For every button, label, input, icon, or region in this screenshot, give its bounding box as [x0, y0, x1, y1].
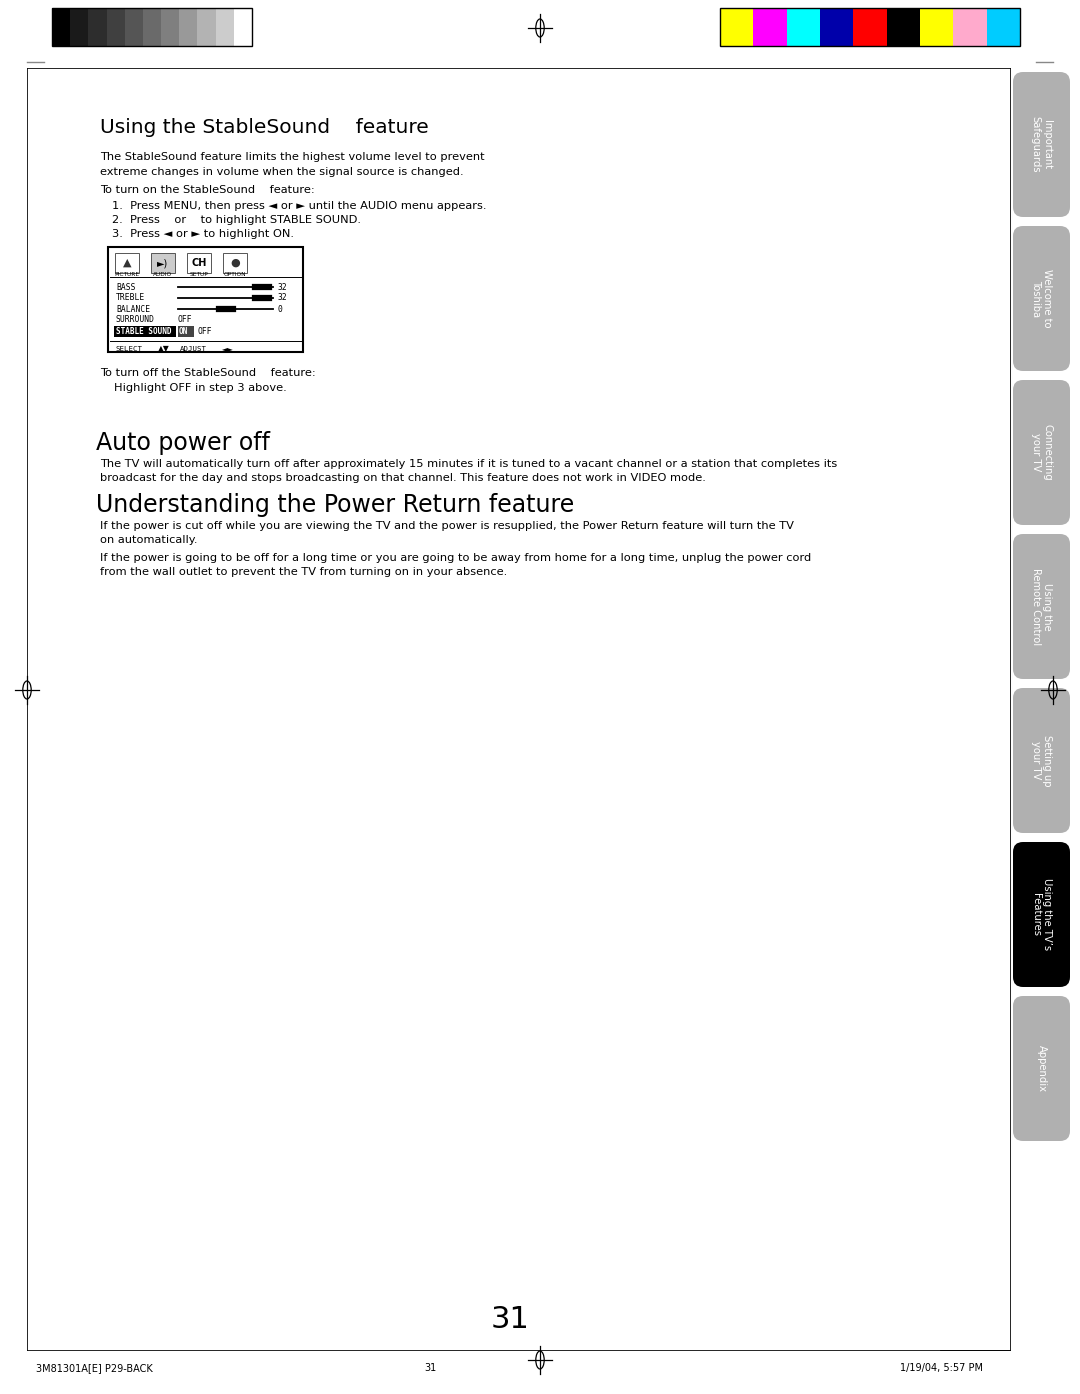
- Text: broadcast for the day and stops broadcasting on that channel. This feature does : broadcast for the day and stops broadcas…: [100, 473, 706, 482]
- Text: Understanding the Power Return feature: Understanding the Power Return feature: [96, 493, 575, 517]
- FancyBboxPatch shape: [1013, 534, 1070, 679]
- Text: ►): ►): [158, 258, 168, 268]
- FancyBboxPatch shape: [1013, 226, 1070, 371]
- Bar: [853, 8, 887, 46]
- Text: TREBLE: TREBLE: [116, 294, 145, 302]
- Text: Important
Safeguards: Important Safeguards: [1030, 116, 1052, 173]
- Bar: [161, 8, 179, 46]
- Text: 1.  Press MENU, then press ◄ or ► until the AUDIO menu appears.: 1. Press MENU, then press ◄ or ► until t…: [112, 201, 486, 210]
- Text: PICTURE: PICTURE: [114, 272, 139, 277]
- Bar: [52, 8, 252, 46]
- Text: Welcome to
Toshiba: Welcome to Toshiba: [1030, 269, 1052, 328]
- FancyBboxPatch shape: [1013, 995, 1070, 1142]
- Text: ▲▼: ▲▼: [158, 344, 170, 354]
- Bar: [108, 247, 303, 353]
- Text: To turn off the StableSound    feature:: To turn off the StableSound feature:: [100, 368, 315, 378]
- FancyBboxPatch shape: [1013, 689, 1070, 834]
- Bar: [151, 252, 175, 273]
- Text: Appendix: Appendix: [1037, 1046, 1047, 1092]
- Text: OFF: OFF: [198, 328, 213, 336]
- FancyBboxPatch shape: [1013, 72, 1070, 217]
- Text: OPTION: OPTION: [224, 272, 246, 277]
- Text: The StableSound feature limits the highest volume level to prevent: The StableSound feature limits the highe…: [100, 152, 485, 162]
- FancyBboxPatch shape: [1013, 842, 1070, 987]
- Bar: [107, 8, 124, 46]
- Bar: [70, 8, 89, 46]
- Bar: [114, 326, 176, 337]
- Bar: [786, 8, 820, 46]
- Text: ▲: ▲: [123, 258, 132, 268]
- Text: from the wall outlet to prevent the TV from turning on in your absence.: from the wall outlet to prevent the TV f…: [100, 567, 508, 577]
- Text: 32: 32: [278, 294, 287, 302]
- Text: extreme changes in volume when the signal source is changed.: extreme changes in volume when the signa…: [100, 167, 463, 177]
- Text: Using the StableSound    feature: Using the StableSound feature: [100, 118, 429, 137]
- Text: 0: 0: [278, 304, 283, 314]
- Text: To turn on the StableSound    feature:: To turn on the StableSound feature:: [100, 185, 314, 195]
- Text: AUDIO: AUDIO: [153, 272, 173, 277]
- Text: SURROUND: SURROUND: [116, 315, 156, 325]
- Text: ●: ●: [230, 258, 240, 268]
- Bar: [820, 8, 853, 46]
- Bar: [52, 8, 70, 46]
- Text: ADJUST: ADJUST: [180, 346, 207, 353]
- Text: 3.  Press ◄ or ► to highlight ON.: 3. Press ◄ or ► to highlight ON.: [112, 229, 294, 238]
- Text: 32: 32: [278, 283, 287, 291]
- Text: Auto power off: Auto power off: [96, 431, 270, 454]
- Bar: [198, 8, 216, 46]
- Text: SELECT: SELECT: [116, 346, 143, 353]
- Text: If the power is cut off while you are viewing the TV and the power is resupplied: If the power is cut off while you are vi…: [100, 521, 794, 531]
- Bar: [987, 8, 1020, 46]
- Bar: [178, 326, 194, 337]
- Text: 2.  Press    or    to highlight STABLE SOUND.: 2. Press or to highlight STABLE SOUND.: [112, 215, 361, 224]
- Bar: [954, 8, 987, 46]
- Text: 31: 31: [423, 1363, 436, 1373]
- Text: Using the TV’s
Features: Using the TV’s Features: [1030, 878, 1052, 951]
- Text: Connecting
your TV: Connecting your TV: [1030, 424, 1052, 481]
- Text: CH: CH: [191, 258, 206, 268]
- Bar: [920, 8, 954, 46]
- Text: STABLE SOUND: STABLE SOUND: [116, 328, 172, 336]
- Bar: [233, 8, 252, 46]
- Text: Using the
Remote Control: Using the Remote Control: [1030, 567, 1052, 645]
- Text: BALANCE: BALANCE: [116, 304, 150, 314]
- Bar: [216, 8, 233, 46]
- Bar: [222, 252, 247, 273]
- Text: Setting up
your TV: Setting up your TV: [1030, 735, 1052, 786]
- Text: Highlight OFF in step 3 above.: Highlight OFF in step 3 above.: [114, 383, 287, 393]
- Text: on automatically.: on automatically.: [100, 535, 198, 545]
- Bar: [179, 8, 198, 46]
- Text: If the power is going to be off for a long time or you are going to be away from: If the power is going to be off for a lo…: [100, 553, 811, 563]
- Bar: [720, 8, 754, 46]
- Text: 1/19/04, 5:57 PM: 1/19/04, 5:57 PM: [900, 1363, 983, 1373]
- Bar: [720, 8, 1020, 46]
- Bar: [754, 8, 786, 46]
- Text: BASS: BASS: [116, 283, 135, 291]
- Bar: [89, 8, 107, 46]
- FancyBboxPatch shape: [1013, 381, 1070, 526]
- Text: ON: ON: [179, 328, 188, 336]
- Text: The TV will automatically turn off after approximately 15 minutes if it is tuned: The TV will automatically turn off after…: [100, 459, 837, 468]
- Bar: [887, 8, 920, 46]
- Bar: [187, 252, 211, 273]
- Text: 31: 31: [490, 1306, 529, 1334]
- Bar: [114, 252, 139, 273]
- Text: 3M81301A[E] P29-BACK: 3M81301A[E] P29-BACK: [36, 1363, 152, 1373]
- Text: OFF: OFF: [178, 315, 192, 325]
- Text: ◄►: ◄►: [222, 344, 233, 354]
- Bar: [143, 8, 161, 46]
- Text: SETUP: SETUP: [190, 272, 208, 277]
- Bar: [124, 8, 143, 46]
